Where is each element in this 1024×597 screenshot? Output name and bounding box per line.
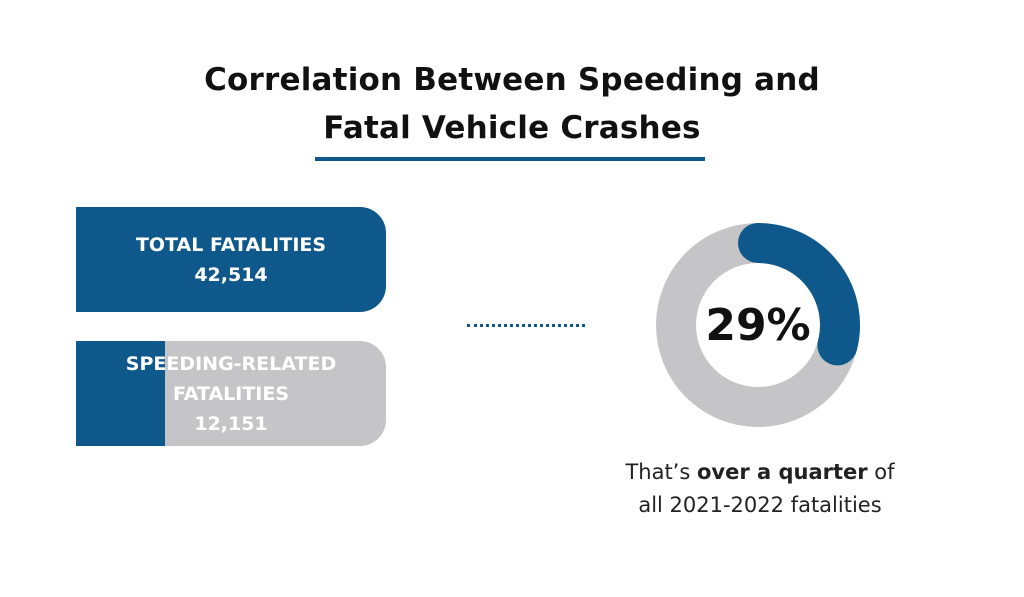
title-underline — [315, 157, 705, 161]
caption: That’s over a quarter of all 2021-2022 f… — [580, 456, 940, 522]
caption-bold: over a quarter — [696, 460, 868, 484]
bar-total-text: TOTAL FATALITIES 42,514 — [76, 207, 386, 312]
chart-title: Correlation Between Speeding and Fatal V… — [0, 56, 1024, 152]
bar-fill-total — [76, 207, 386, 312]
donut-svg — [656, 223, 860, 427]
bar-total-label: TOTAL FATALITIES — [135, 233, 327, 256]
caption-pre: That’s — [625, 460, 697, 484]
bar-speeding-label-2: FATALITIES — [172, 382, 290, 405]
title-line-1: Correlation Between Speeding and — [204, 62, 820, 98]
donut-arc-29-percent — [738, 223, 860, 366]
caption-post: of — [867, 460, 895, 484]
bar-fill-speeding — [76, 341, 165, 446]
donut-chart: 29% — [655, 222, 861, 428]
bar-total-fatalities: TOTAL FATALITIES 42,514 — [76, 207, 386, 312]
bar-speeding-label-1: SPEEDING-RELATED — [125, 352, 337, 375]
dotted-connector — [467, 324, 585, 327]
caption-line-2: all 2021-2022 fatalities — [638, 493, 882, 517]
bar-speeding-text: SPEEDING-RELATED FATALITIES 12,151 — [76, 341, 386, 446]
bar-total-value: 42,514 — [194, 263, 268, 286]
bar-speeding-fatalities: SPEEDING-RELATED FATALITIES 12,151 — [76, 341, 386, 446]
bar-speeding-value: 12,151 — [194, 412, 268, 435]
donut-percent-label: 29% — [705, 299, 811, 351]
title-line-2: Fatal Vehicle Crashes — [323, 110, 701, 146]
